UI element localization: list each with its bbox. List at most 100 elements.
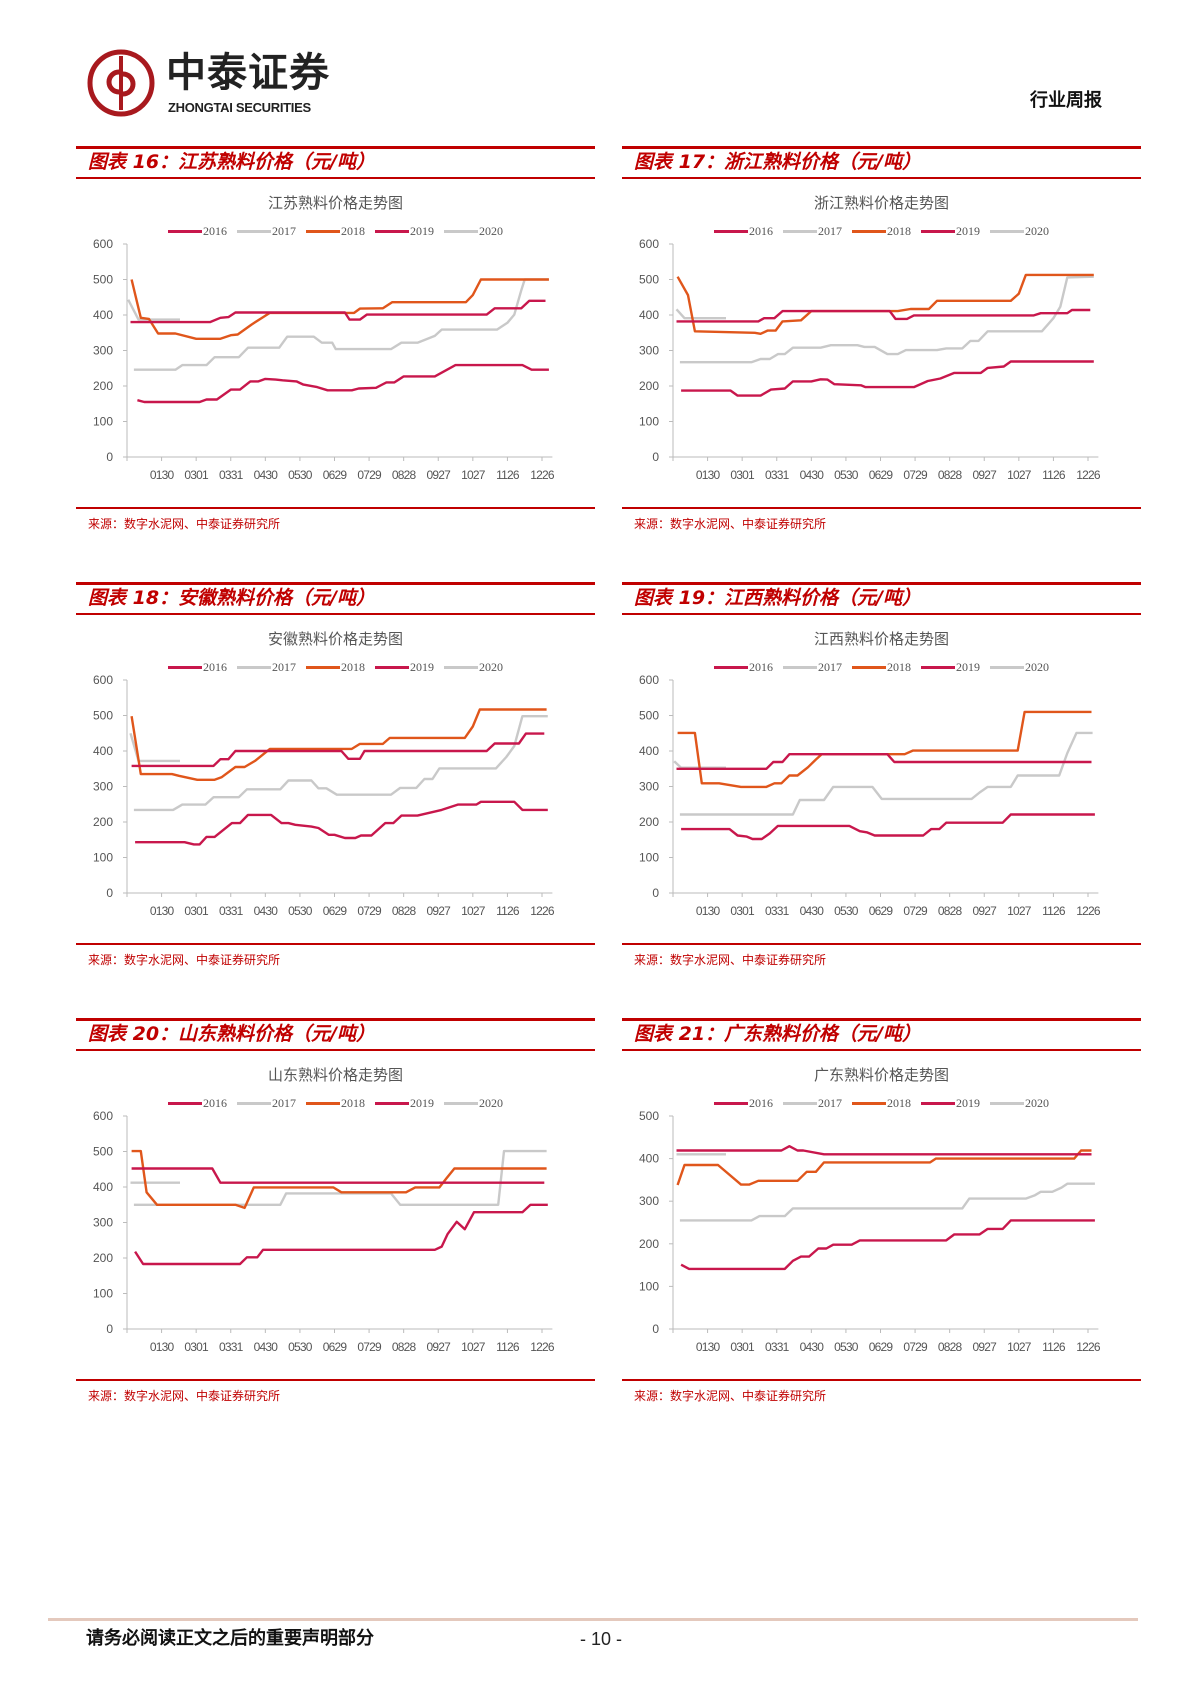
- title-top-rule: [622, 1018, 1141, 1021]
- legend-swatch: [852, 1101, 886, 1105]
- report-type: 行业周报: [1030, 90, 1102, 111]
- x-tick-label: 1027: [1007, 468, 1032, 482]
- y-tick-label: 400: [639, 1152, 659, 1166]
- legend-swatch: [444, 1101, 478, 1105]
- x-tick-label: 1226: [530, 1340, 555, 1354]
- legend-item-2018: 2018: [852, 660, 911, 674]
- x-tick-label: 0430: [800, 1340, 825, 1354]
- y-tick-label: 200: [93, 1251, 113, 1265]
- legend-swatch: [237, 665, 271, 669]
- legend-swatch: [375, 229, 409, 233]
- legend-label: 2016: [749, 224, 773, 238]
- title-bottom-rule: [622, 613, 1141, 615]
- figure-panel: 图表 18：安徽熟料价格（元/吨） 安徽熟料价格走势图 2016 2017 2018…: [76, 582, 595, 972]
- legend-swatch: [921, 1101, 955, 1105]
- series-line-2016: [681, 813, 1095, 841]
- series-line-2019: [676, 308, 1091, 323]
- x-tick-label: 0430: [254, 468, 279, 482]
- legend-label: 2020: [479, 660, 503, 674]
- legend-label: 2020: [1025, 1096, 1049, 1110]
- x-tick-label: 0629: [869, 904, 894, 918]
- x-tick-label: 0430: [800, 904, 825, 918]
- legend-label: 2016: [203, 224, 227, 238]
- figure-panel: 图表 20：山东熟料价格（元/吨） 山东熟料价格走势图 2016 2017 2018…: [76, 1018, 595, 1408]
- source-rule: [622, 1379, 1141, 1381]
- legend-swatch: [168, 665, 202, 669]
- x-tick-label: 0729: [903, 1340, 928, 1354]
- x-tick-label: 0828: [938, 904, 963, 918]
- legend-label: 2017: [818, 660, 842, 674]
- x-tick-label: 0629: [323, 468, 348, 482]
- x-tick-label: 0729: [903, 468, 928, 482]
- legend-swatch: [714, 1101, 748, 1105]
- title-top-rule: [622, 146, 1141, 149]
- y-tick-label: 0: [652, 1322, 659, 1336]
- legend-label: 2018: [887, 1096, 911, 1110]
- y-tick-label: 100: [93, 1287, 113, 1301]
- y-tick-label: 300: [93, 344, 113, 358]
- y-tick-label: 100: [639, 1279, 659, 1293]
- x-tick-label: 1027: [1007, 904, 1032, 918]
- x-tick-label: 0301: [184, 904, 209, 918]
- series-line-2018: [676, 273, 1094, 336]
- title-bottom-rule: [622, 1049, 1141, 1051]
- footer-divider: [48, 1618, 1138, 1621]
- series-line-2019: [676, 752, 1092, 771]
- y-tick-label: 0: [652, 450, 659, 464]
- figure-panel: 图表 16：江苏熟料价格（元/吨） 江苏熟料价格走势图 2016 2017 2018…: [76, 146, 595, 536]
- x-tick-label: 0927: [427, 1340, 452, 1354]
- chart-legend: 2016 2017 2018 2019 2020: [622, 660, 1141, 674]
- legend-label: 2017: [272, 1096, 296, 1110]
- y-tick-label: 0: [652, 886, 659, 900]
- legend-item-2017: 2017: [237, 224, 296, 238]
- y-tick-label: 500: [93, 709, 113, 723]
- y-tick-label: 0: [106, 450, 113, 464]
- x-tick-label: 0629: [323, 904, 348, 918]
- legend-item-2016: 2016: [714, 660, 773, 674]
- legend-label: 2019: [410, 660, 434, 674]
- x-tick-label: 1126: [496, 1340, 520, 1354]
- title-top-rule: [76, 582, 595, 585]
- y-tick-label: 600: [93, 237, 113, 251]
- y-tick-label: 500: [93, 1145, 113, 1159]
- chart-title: 江苏熟料价格走势图: [267, 194, 403, 212]
- legend-item-2020: 2020: [990, 660, 1049, 674]
- brand-name-en: ZHONGTAI SECURITIES: [168, 100, 311, 115]
- x-tick-label: 0530: [288, 904, 313, 918]
- figure-title: 图表 18：安徽熟料价格（元/吨）: [88, 587, 375, 609]
- x-tick-label: 0430: [254, 1340, 279, 1354]
- figure-source: 来源：数字水泥网、中泰证券研究所: [88, 1389, 281, 1403]
- x-tick-label: 0629: [323, 1340, 348, 1354]
- y-tick-label: 600: [93, 1109, 113, 1123]
- x-tick-label: 0301: [184, 468, 209, 482]
- figure-source: 来源：数字水泥网、中泰证券研究所: [634, 953, 827, 967]
- legend-label: 2020: [1025, 660, 1049, 674]
- legend-swatch: [783, 229, 817, 233]
- legend-swatch: [444, 665, 478, 669]
- y-tick-label: 100: [639, 415, 659, 429]
- chart-title: 广东熟料价格走势图: [813, 1066, 949, 1084]
- title-bottom-rule: [622, 177, 1141, 179]
- y-tick-label: 400: [93, 308, 113, 322]
- series-line-2016: [135, 800, 548, 846]
- x-tick-label: 0729: [357, 1340, 382, 1354]
- series-line-2019: [131, 1167, 545, 1184]
- legend-item-2019: 2019: [921, 224, 980, 238]
- figure-title: 图表 20：山东熟料价格（元/吨）: [88, 1023, 375, 1045]
- x-tick-label: 1027: [1007, 1340, 1032, 1354]
- x-tick-label: 0331: [219, 1340, 244, 1354]
- footer-disclaimer: 请务必阅读正文之后的重要声明部分: [86, 1628, 374, 1649]
- legend-swatch: [990, 1101, 1024, 1105]
- legend-label: 2020: [1025, 224, 1049, 238]
- x-tick-label: 0927: [427, 904, 452, 918]
- x-tick-label: 1226: [1076, 468, 1101, 482]
- chart-legend: 2016 2017 2018 2019 2020: [76, 660, 595, 674]
- legend-item-2016: 2016: [168, 660, 227, 674]
- legend-label: 2018: [341, 1096, 365, 1110]
- y-tick-label: 600: [93, 673, 113, 687]
- legend-label: 2019: [410, 1096, 434, 1110]
- y-tick-label: 0: [106, 1322, 113, 1336]
- figure-source: 来源：数字水泥网、中泰证券研究所: [634, 517, 827, 531]
- legend-swatch: [783, 1101, 817, 1105]
- series-line-2017: [133, 714, 548, 812]
